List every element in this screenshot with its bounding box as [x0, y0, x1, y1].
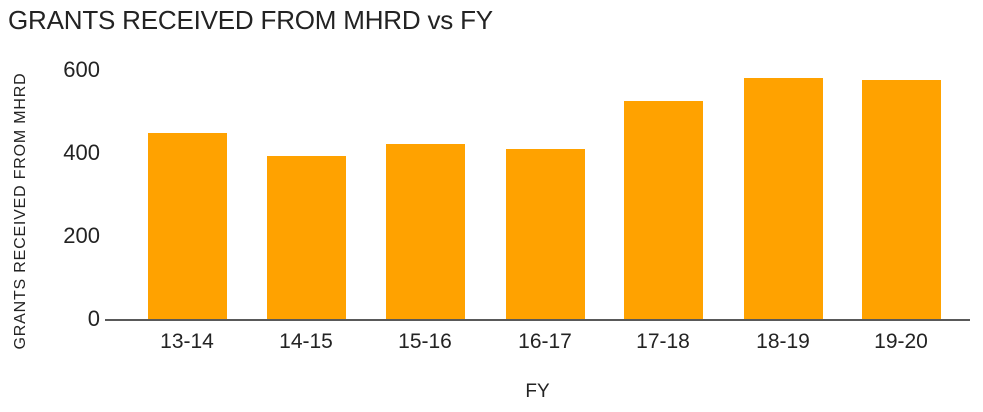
x-axis-tick-label: 19-20: [874, 330, 928, 353]
bar-14-15: [266, 156, 346, 319]
x-axis-tick-label: 17-18: [636, 330, 690, 353]
x-axis-tick-label: 18-19: [756, 330, 810, 353]
bar-18-19: [743, 78, 823, 319]
chart-title: GRANTS RECEIVED FROM MHRD vs FY: [8, 5, 493, 35]
plot-area: [105, 70, 970, 321]
bar-16-17: [505, 149, 585, 319]
bar-19-20: [861, 80, 941, 319]
x-axis-tick-label: 16-17: [518, 330, 572, 353]
x-axis-tick-label: 15-16: [398, 330, 452, 353]
x-axis-title: FY: [525, 381, 550, 402]
x-axis-tick-label: 14-15: [279, 330, 333, 353]
bar-13-14: [147, 133, 227, 319]
bar-17-18: [623, 101, 703, 319]
bar-15-16: [385, 144, 465, 319]
x-axis-tick-label: 13-14: [160, 330, 214, 353]
y-axis-title: GRANTS RECEIVED FROM MHRD: [12, 72, 29, 350]
